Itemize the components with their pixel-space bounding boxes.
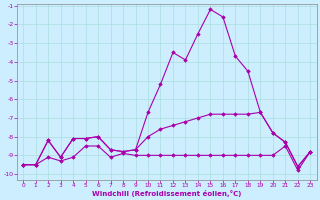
X-axis label: Windchill (Refroidissement éolien,°C): Windchill (Refroidissement éolien,°C) [92, 190, 241, 197]
